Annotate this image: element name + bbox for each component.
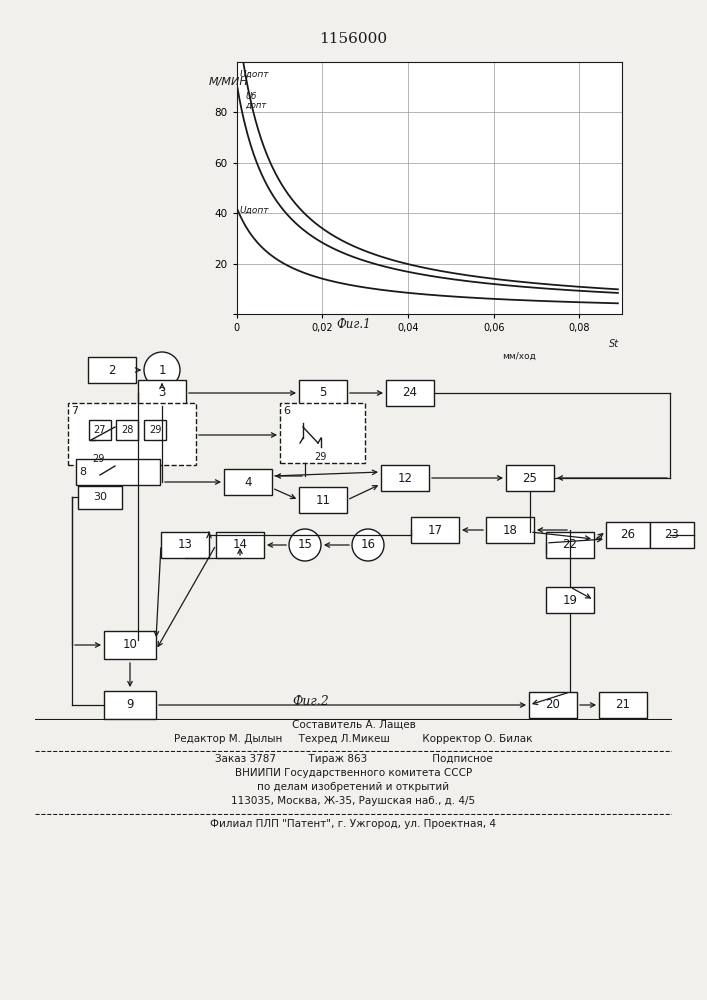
Text: 12: 12	[397, 472, 412, 485]
Bar	[224, 469, 272, 495]
Text: 29: 29	[92, 454, 105, 464]
Bar	[138, 380, 186, 406]
Text: 17: 17	[428, 524, 443, 536]
Text: 16: 16	[361, 538, 375, 552]
Bar	[68, 403, 196, 465]
Text: Заказ 3787          Тираж 863                    Подписное: Заказ 3787 Тираж 863 Подписное	[215, 754, 492, 764]
Text: 28: 28	[121, 425, 133, 435]
Text: 27: 27	[94, 425, 106, 435]
Bar	[599, 692, 647, 718]
Text: 24: 24	[402, 386, 418, 399]
Text: St: St	[609, 339, 619, 349]
Text: Uдопт: Uдопт	[239, 206, 269, 215]
Bar	[386, 380, 434, 406]
Text: Филиал ПЛП "Патент", г. Ужгород, ул. Проектная, 4: Филиал ПЛП "Патент", г. Ужгород, ул. Про…	[211, 819, 496, 829]
Text: 6: 6	[283, 406, 290, 416]
Text: Составитель А. Лащев: Составитель А. Лащев	[291, 720, 416, 730]
Circle shape	[352, 529, 384, 561]
Bar	[144, 420, 166, 440]
Text: по делам изобретений и открытий: по делам изобретений и открытий	[257, 782, 450, 792]
Text: 25: 25	[522, 472, 537, 485]
Text: 29: 29	[148, 425, 161, 435]
Text: 113035, Москва, Ж-35, Раушская наб., д. 4/5: 113035, Москва, Ж-35, Раушская наб., д. …	[231, 796, 476, 806]
Bar	[529, 692, 577, 718]
Text: Редактор М. Дылын     Техред Л.Микеш          Корректор О. Билак: Редактор М. Дылын Техред Л.Микеш Коррект…	[174, 734, 533, 744]
Text: 18: 18	[503, 524, 518, 536]
Text: мм/ход: мм/ход	[503, 352, 537, 361]
Bar	[486, 517, 534, 543]
Text: 29: 29	[314, 452, 327, 462]
Bar	[104, 631, 156, 659]
Text: Фиг.1: Фиг.1	[337, 318, 370, 331]
Bar	[546, 587, 594, 613]
Circle shape	[144, 352, 180, 388]
Text: 14: 14	[233, 538, 247, 552]
Bar	[89, 420, 111, 440]
Bar	[280, 403, 365, 463]
Text: 23: 23	[665, 528, 679, 542]
Text: 22: 22	[563, 538, 578, 552]
Text: ВНИИПИ Государственного комитета СССР: ВНИИПИ Государственного комитета СССР	[235, 768, 472, 778]
Bar	[506, 465, 554, 491]
Text: Uдопт: Uдопт	[239, 70, 269, 79]
Text: 5: 5	[320, 386, 327, 399]
Text: Uб
допт: Uб допт	[245, 92, 267, 110]
Bar	[650, 522, 694, 548]
Bar	[411, 517, 459, 543]
Text: 1: 1	[158, 363, 165, 376]
Circle shape	[289, 529, 321, 561]
Bar	[299, 487, 347, 513]
Bar	[381, 465, 429, 491]
Text: 11: 11	[315, 493, 330, 506]
Text: М/МИН: М/МИН	[209, 77, 248, 87]
Text: 21: 21	[616, 698, 631, 712]
Text: 8: 8	[79, 467, 86, 477]
Text: 7: 7	[71, 406, 78, 416]
Bar	[161, 532, 209, 558]
Text: 20: 20	[546, 698, 561, 712]
Text: 19: 19	[563, 593, 578, 606]
Bar	[78, 486, 122, 508]
Text: 30: 30	[93, 492, 107, 502]
Bar	[606, 522, 650, 548]
Bar	[76, 459, 160, 485]
Text: 1156000: 1156000	[320, 32, 387, 46]
Bar	[299, 380, 347, 406]
Text: 10: 10	[122, 639, 137, 652]
Bar	[88, 357, 136, 383]
Bar	[546, 532, 594, 558]
Text: 4: 4	[244, 476, 252, 488]
Bar	[104, 691, 156, 719]
Text: 15: 15	[298, 538, 312, 552]
Bar	[116, 420, 138, 440]
Text: 2: 2	[108, 363, 116, 376]
Text: Фиг.2: Фиг.2	[293, 695, 329, 708]
Text: 26: 26	[621, 528, 636, 542]
Bar	[216, 532, 264, 558]
Text: 13: 13	[177, 538, 192, 552]
Text: 3: 3	[158, 386, 165, 399]
Text: 9: 9	[127, 698, 134, 712]
